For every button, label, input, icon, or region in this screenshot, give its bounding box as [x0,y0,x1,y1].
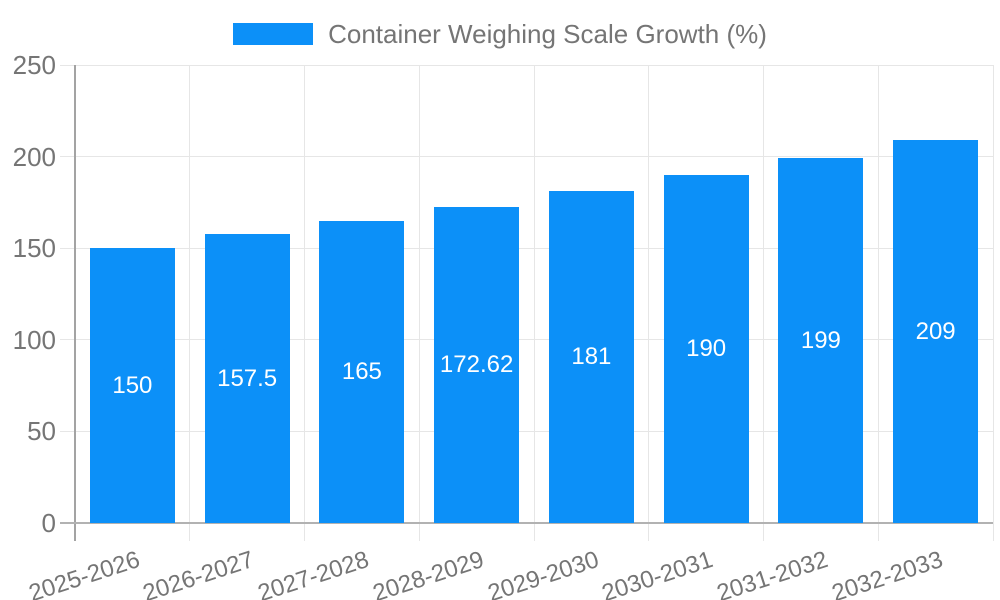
x-gridline [763,65,764,523]
bar-value-label: 150 [112,371,153,399]
x-axis-tick [992,523,994,541]
x-gridline [877,65,879,523]
bar-value-label: 172.62 [439,350,514,378]
x-axis-tick [418,523,420,541]
bar[interactable] [663,174,749,523]
x-axis-tick [648,523,650,541]
x-gridline [418,65,420,523]
bar[interactable] [434,206,520,523]
y-axis-tick-label: 100 [12,324,56,355]
x-axis-tick [877,523,879,541]
y-axis-tick-label: 150 [12,233,56,264]
x-axis-category-label: 2030-2031 [598,546,717,600]
bar-value-label: 157.5 [217,364,278,392]
x-gridline [304,65,305,523]
x-axis-category-label: 2029-2030 [484,546,602,600]
x-gridline [992,65,994,523]
x-axis-category-label: 2026-2027 [139,546,258,600]
legend-label: Container Weighing Scale Growth (%) [328,18,767,49]
y-axis-tick-label: 250 [12,50,56,80]
y-gridline [60,156,993,158]
y-gridline [60,64,993,66]
bar-value-label: 209 [915,317,956,345]
x-axis-tick [533,523,535,541]
legend-swatch-icon [233,23,314,45]
bar-value-label: 199 [800,326,841,354]
x-axis-category-label: 2028-2029 [369,546,487,600]
x-axis-tick [304,523,305,541]
x-axis-tick [189,523,191,541]
x-axis-tick [763,523,764,541]
x-gridline [648,65,650,523]
x-gridline [533,65,535,523]
y-gridline [60,247,993,249]
y-gridline [60,430,993,432]
bar[interactable] [204,234,290,523]
bar[interactable] [893,140,979,523]
x-axis-category-label: 2027-2028 [254,546,373,600]
bar-value-label: 190 [686,334,727,362]
y-axis-tick-label: 0 [41,508,56,538]
bar[interactable] [548,191,634,523]
x-axis-category-label: 2031-2032 [713,546,832,600]
x-axis-category-label: 2032-2033 [828,546,946,600]
x-axis-category-label: 2025-2026 [25,546,143,600]
x-gridline [189,65,191,523]
y-gridline [60,339,993,341]
y-axis-tick-label: 50 [27,416,56,447]
bar-value-label: 165 [341,357,382,385]
x-axis-line [60,522,993,524]
legend[interactable]: Container Weighing Scale Growth (%) [0,12,1000,56]
bar[interactable] [319,220,405,523]
y-axis-tick-label: 200 [12,141,56,172]
bar[interactable] [778,158,864,523]
bar-value-label: 181 [571,343,612,371]
y-axis-line [74,65,76,541]
bar[interactable] [89,248,175,523]
